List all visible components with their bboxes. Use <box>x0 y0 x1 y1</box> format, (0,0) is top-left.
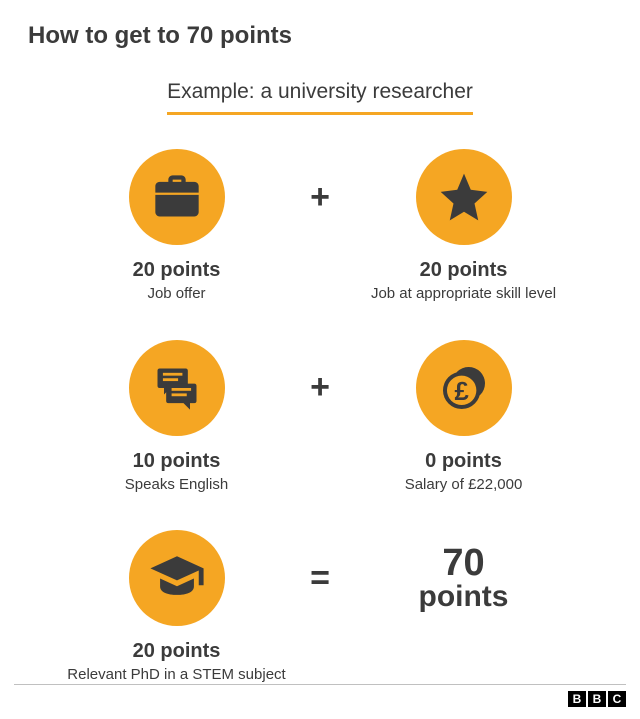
item-points: 10 points <box>133 450 221 473</box>
bbc-logo-b2: B <box>588 691 606 707</box>
item-skill-level: 20 points Job at appropriate skill level <box>345 149 582 304</box>
item-points: 20 points <box>133 259 221 282</box>
cap-icon-svg <box>148 549 206 607</box>
points-grid: 20 points Job offer + 20 points Job at a… <box>58 149 582 685</box>
cap-icon <box>129 530 225 626</box>
item-phd: 20 points Relevant PhD in a STEM subject <box>58 530 295 685</box>
pound-icon: £ <box>416 340 512 436</box>
item-points: 20 points <box>133 640 221 663</box>
briefcase-icon-svg <box>151 171 203 223</box>
equals-operator: = <box>295 530 345 626</box>
bbc-logo-c: C <box>608 691 626 707</box>
item-english: 10 points Speaks English <box>58 340 295 495</box>
bbc-logo: B B C <box>568 691 626 707</box>
footer: B B C <box>14 684 626 707</box>
total-value: 70 <box>442 544 484 582</box>
plus-operator: + <box>295 340 345 436</box>
chat-icon <box>129 340 225 436</box>
item-label: Speaks English <box>125 475 228 495</box>
bbc-logo-b1: B <box>568 691 586 707</box>
item-label: Salary of £22,000 <box>405 475 523 495</box>
item-points: 20 points <box>420 259 508 282</box>
item-salary: £ 0 points Salary of £22,000 <box>345 340 582 495</box>
item-points: 0 points <box>425 450 502 473</box>
star-icon <box>416 149 512 245</box>
svg-text:£: £ <box>454 378 468 406</box>
pound-icon-svg: £ <box>436 360 492 416</box>
item-label: Job at appropriate skill level <box>371 284 556 304</box>
total-cell: 70 points <box>345 530 582 626</box>
item-job-offer: 20 points Job offer <box>58 149 295 304</box>
briefcase-icon <box>129 149 225 245</box>
chat-icon-svg <box>151 362 203 414</box>
item-label: Job offer <box>147 284 205 304</box>
subtitle: Example: a university researcher <box>167 80 473 115</box>
subtitle-wrap: Example: a university researcher <box>28 80 612 115</box>
plus-operator: + <box>295 149 345 245</box>
total-label: points <box>419 582 509 612</box>
star-icon-svg <box>436 169 492 225</box>
page-title: How to get to 70 points <box>28 22 612 50</box>
item-label: Relevant PhD in a STEM subject <box>67 665 285 685</box>
